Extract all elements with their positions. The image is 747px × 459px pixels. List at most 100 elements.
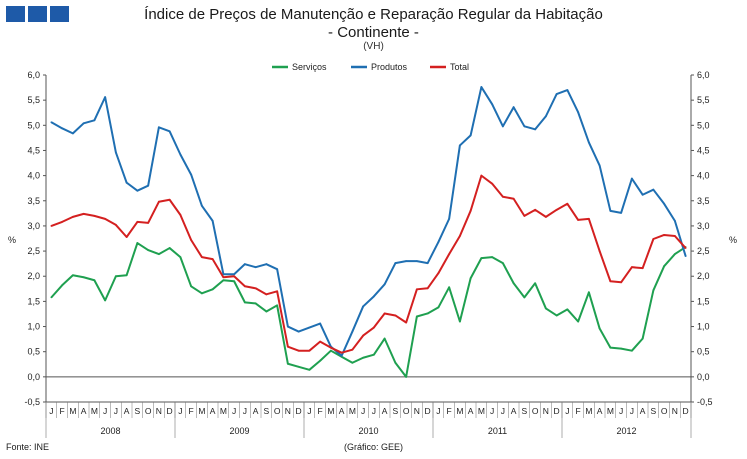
month-label: J <box>361 406 365 416</box>
data-point <box>93 214 96 217</box>
data-point <box>663 265 666 268</box>
data-point <box>233 280 236 283</box>
data-point <box>104 217 107 220</box>
data-point <box>534 282 537 285</box>
month-label: F <box>576 406 581 416</box>
month-label: A <box>597 406 603 416</box>
month-label: M <box>456 406 463 416</box>
y-tick-label-left: 6,0 <box>27 70 40 80</box>
data-point <box>200 256 203 259</box>
data-point <box>308 368 311 371</box>
legend-label-servi-os: Serviços <box>292 62 327 72</box>
data-point <box>211 258 214 261</box>
month-label: J <box>307 406 311 416</box>
series-points-total <box>50 174 687 354</box>
y-tick-label-left: 0,0 <box>27 372 40 382</box>
data-point <box>243 285 246 288</box>
data-point <box>50 225 53 227</box>
data-point <box>544 307 547 310</box>
data-point <box>652 289 655 292</box>
data-point <box>684 255 687 258</box>
data-point <box>383 283 386 286</box>
data-point <box>147 222 150 224</box>
data-point <box>448 286 451 289</box>
data-point <box>598 250 601 252</box>
year-label: 2009 <box>229 426 249 436</box>
data-point <box>394 361 397 364</box>
month-label: J <box>232 406 236 416</box>
data-point <box>598 327 601 330</box>
data-point <box>114 151 117 154</box>
month-label: N <box>285 406 291 416</box>
month-label: A <box>81 406 87 416</box>
data-point <box>415 260 418 263</box>
data-point <box>426 262 429 265</box>
data-point <box>61 284 64 287</box>
month-label: M <box>585 406 592 416</box>
gee-logo <box>6 6 70 22</box>
year-label: 2011 <box>488 426 507 436</box>
data-point <box>233 275 236 278</box>
data-point <box>372 326 375 329</box>
data-point <box>620 281 623 284</box>
data-point <box>71 132 74 135</box>
y-tick-label-right: 2,0 <box>697 271 710 281</box>
month-label: J <box>49 406 53 416</box>
series-points-servi-os <box>50 242 687 378</box>
data-point <box>544 215 547 218</box>
month-label: O <box>145 406 152 416</box>
data-point <box>147 184 150 187</box>
data-point <box>265 263 268 266</box>
data-point <box>555 314 558 317</box>
data-point <box>114 224 117 226</box>
y-tick-label-right: 0,5 <box>697 347 710 357</box>
month-label: A <box>382 406 388 416</box>
data-point <box>512 282 515 285</box>
legend-label-produtos: Produtos <box>371 62 408 72</box>
series-line-servi-os <box>50 242 687 378</box>
source-note: Fonte: INE <box>6 442 50 452</box>
month-label: O <box>274 406 281 416</box>
data-point <box>426 312 429 315</box>
data-point <box>50 121 53 124</box>
data-point <box>297 330 300 333</box>
data-point <box>458 144 461 147</box>
y-tick-label-right: 5,0 <box>697 120 710 130</box>
y-tick-label-left: 4,5 <box>27 145 40 155</box>
data-point <box>534 128 537 131</box>
month-label: D <box>167 406 173 416</box>
year-label: 2012 <box>616 426 636 436</box>
y-tick-label-left: 2,5 <box>27 246 40 256</box>
data-point <box>469 209 472 212</box>
y-tick-label-right: 6,0 <box>697 70 710 80</box>
data-point <box>534 208 537 211</box>
month-label: J <box>490 406 494 416</box>
data-point <box>243 263 246 266</box>
month-label: F <box>60 406 65 416</box>
month-label: D <box>296 406 302 416</box>
data-point <box>82 212 85 215</box>
y-axis-label-left: % <box>8 235 16 245</box>
data-point <box>372 353 375 356</box>
data-point <box>437 272 440 275</box>
year-label: 2008 <box>100 426 120 436</box>
month-label: A <box>253 406 259 416</box>
data-point <box>684 247 687 249</box>
data-point <box>168 130 171 133</box>
data-point <box>405 260 408 263</box>
month-label: O <box>403 406 410 416</box>
y-tick-label-right: 5,5 <box>697 95 710 105</box>
month-label: M <box>198 406 205 416</box>
data-point <box>104 299 107 302</box>
data-point <box>501 262 504 265</box>
y-tick-label-left: 5,0 <box>27 120 40 130</box>
month-label: D <box>554 406 560 416</box>
data-point <box>620 211 623 214</box>
data-point <box>630 266 633 269</box>
data-point <box>663 202 666 205</box>
data-point <box>276 304 279 307</box>
data-point <box>157 200 160 203</box>
data-point <box>394 262 397 265</box>
data-point <box>104 96 107 99</box>
y-tick-label-right: 3,5 <box>697 196 710 206</box>
